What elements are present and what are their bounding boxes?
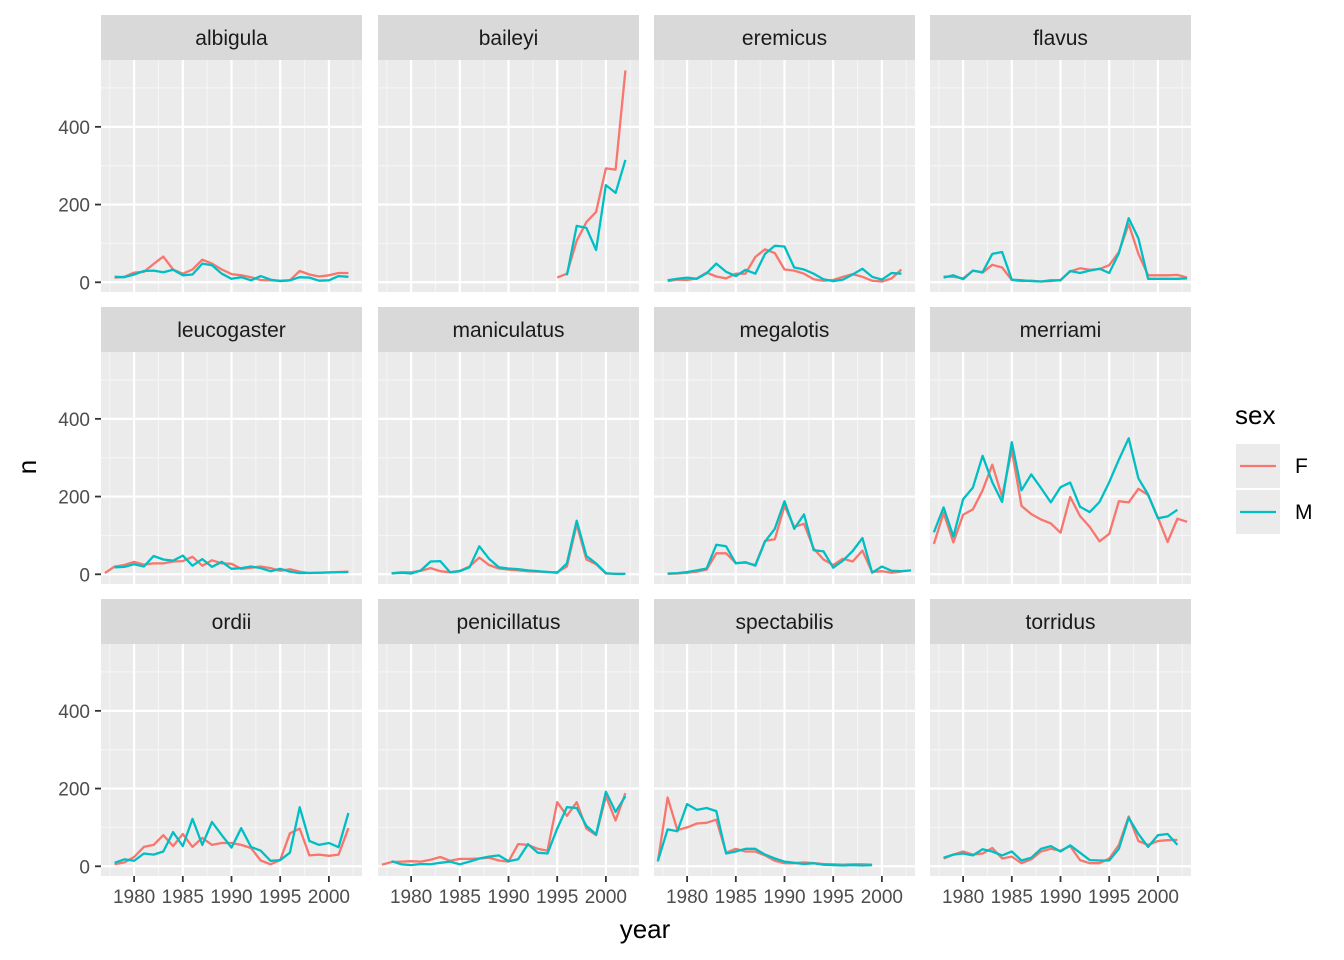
series-line-F bbox=[932, 448, 1188, 545]
facet-panel-penicillatus: penicillatus bbox=[378, 599, 639, 876]
y-tick-label: 400 bbox=[58, 410, 90, 431]
series-line-M bbox=[943, 217, 1188, 283]
x-tick-label: 1995 bbox=[259, 887, 301, 908]
facet-panel-albigula: albigula bbox=[101, 15, 362, 292]
series-line-M bbox=[114, 262, 349, 283]
x-tick-label: 1990 bbox=[210, 887, 252, 908]
x-tick-label: 1985 bbox=[715, 887, 757, 908]
facet-panel-ordii: ordii bbox=[101, 599, 362, 876]
facet-panel-spectabilis: spectabilis bbox=[654, 599, 915, 876]
series-line-F bbox=[114, 827, 350, 866]
facet-strip-label: spectabilis bbox=[735, 611, 833, 634]
facet-strip-label: flavus bbox=[1033, 27, 1088, 50]
facet-strip-label: merriami bbox=[1020, 319, 1102, 342]
y-tick-label: 200 bbox=[58, 488, 90, 509]
facet-strip bbox=[930, 307, 1191, 352]
y-tick-label: 200 bbox=[58, 196, 90, 217]
facet-strip-label: maniculatus bbox=[452, 319, 564, 342]
facet-strip bbox=[654, 307, 915, 352]
series-line-M bbox=[565, 159, 627, 276]
facet-strip bbox=[101, 15, 362, 60]
facet-panel-megalotis: megalotis bbox=[654, 307, 915, 584]
facet-strip-label: torridus bbox=[1025, 611, 1095, 634]
x-tick-label: 2000 bbox=[308, 887, 350, 908]
facet-strip-label: albigula bbox=[195, 27, 268, 50]
facet-strip bbox=[378, 15, 639, 60]
x-tick-label: 2000 bbox=[585, 887, 627, 908]
facet-panel-eremicus: eremicus bbox=[654, 15, 915, 292]
facet-strip-label: eremicus bbox=[742, 27, 827, 50]
x-tick-label: 1980 bbox=[942, 887, 984, 908]
series-line-F bbox=[114, 255, 349, 282]
facet-strip bbox=[378, 307, 639, 352]
x-tick-label: 1995 bbox=[536, 887, 578, 908]
facet-panel-torridus: torridus bbox=[930, 599, 1191, 876]
x-tick-label: 1980 bbox=[113, 887, 155, 908]
x-tick-label: 1990 bbox=[487, 887, 529, 908]
facet-panel-baileyi: baileyi bbox=[378, 15, 639, 292]
facet-panel-leucogaster: leucogaster bbox=[101, 307, 362, 584]
axes-layer: 0 200 400 0 200 400 1980 1985 1990 1995 2000 0 200 40… bbox=[58, 118, 1179, 908]
facet-strip bbox=[930, 15, 1191, 60]
x-tick-label: 1995 bbox=[812, 887, 854, 908]
series-line-M bbox=[656, 802, 873, 867]
x-tick-label: 1980 bbox=[390, 887, 432, 908]
facet-panel-merriami: merriami bbox=[930, 307, 1191, 584]
series-line-M bbox=[932, 437, 1179, 538]
facet-panel-maniculatus: maniculatus bbox=[378, 307, 639, 584]
x-tick-label: 2000 bbox=[861, 887, 903, 908]
y-tick-label: 200 bbox=[58, 780, 90, 801]
y-tick-label: 400 bbox=[58, 702, 90, 723]
series-line-M bbox=[943, 816, 1179, 862]
x-tick-label: 1990 bbox=[1039, 887, 1081, 908]
y-tick-label: 0 bbox=[79, 857, 90, 878]
facet-panel-flavus: flavus bbox=[930, 15, 1191, 292]
y-tick-label: 400 bbox=[58, 118, 90, 139]
facet-strip bbox=[654, 599, 915, 644]
series-line-M bbox=[391, 519, 626, 576]
x-tick-label: 2000 bbox=[1137, 887, 1179, 908]
facet-strip bbox=[378, 599, 639, 644]
panels-layer: albigula baileyi eremicus flavus leucogaster… bbox=[101, 15, 1191, 876]
y-tick-label: 0 bbox=[79, 273, 90, 294]
y-axis-title: n bbox=[12, 460, 42, 474]
x-tick-label: 1990 bbox=[763, 887, 805, 908]
x-axis-title: year bbox=[620, 914, 671, 944]
x-tick-label: 1985 bbox=[439, 887, 481, 908]
series-line-M bbox=[667, 244, 902, 283]
facet-strip-label: ordii bbox=[212, 611, 252, 634]
facet-strip bbox=[101, 599, 362, 644]
facet-strip bbox=[654, 15, 915, 60]
legend: sex FM bbox=[1235, 400, 1313, 534]
x-tick-label: 1995 bbox=[1088, 887, 1130, 908]
facet-strip-label: baileyi bbox=[479, 27, 539, 50]
y-tick-label: 0 bbox=[79, 565, 90, 586]
facet-strip bbox=[101, 307, 362, 352]
legend-label-M: M bbox=[1295, 501, 1313, 524]
legend-title: sex bbox=[1235, 400, 1275, 430]
facet-strip-label: megalotis bbox=[740, 319, 830, 342]
facet-strip bbox=[930, 599, 1191, 644]
x-tick-label: 1985 bbox=[991, 887, 1033, 908]
series-line-M bbox=[391, 790, 627, 867]
series-line-M bbox=[114, 806, 350, 864]
facet-strip-label: penicillatus bbox=[457, 611, 561, 634]
x-tick-label: 1980 bbox=[666, 887, 708, 908]
x-tick-label: 1985 bbox=[162, 887, 204, 908]
series-line-M bbox=[667, 500, 912, 575]
legend-label-F: F bbox=[1295, 455, 1308, 478]
series-line-M bbox=[114, 554, 349, 575]
facet-strip-label: leucogaster bbox=[177, 319, 286, 342]
